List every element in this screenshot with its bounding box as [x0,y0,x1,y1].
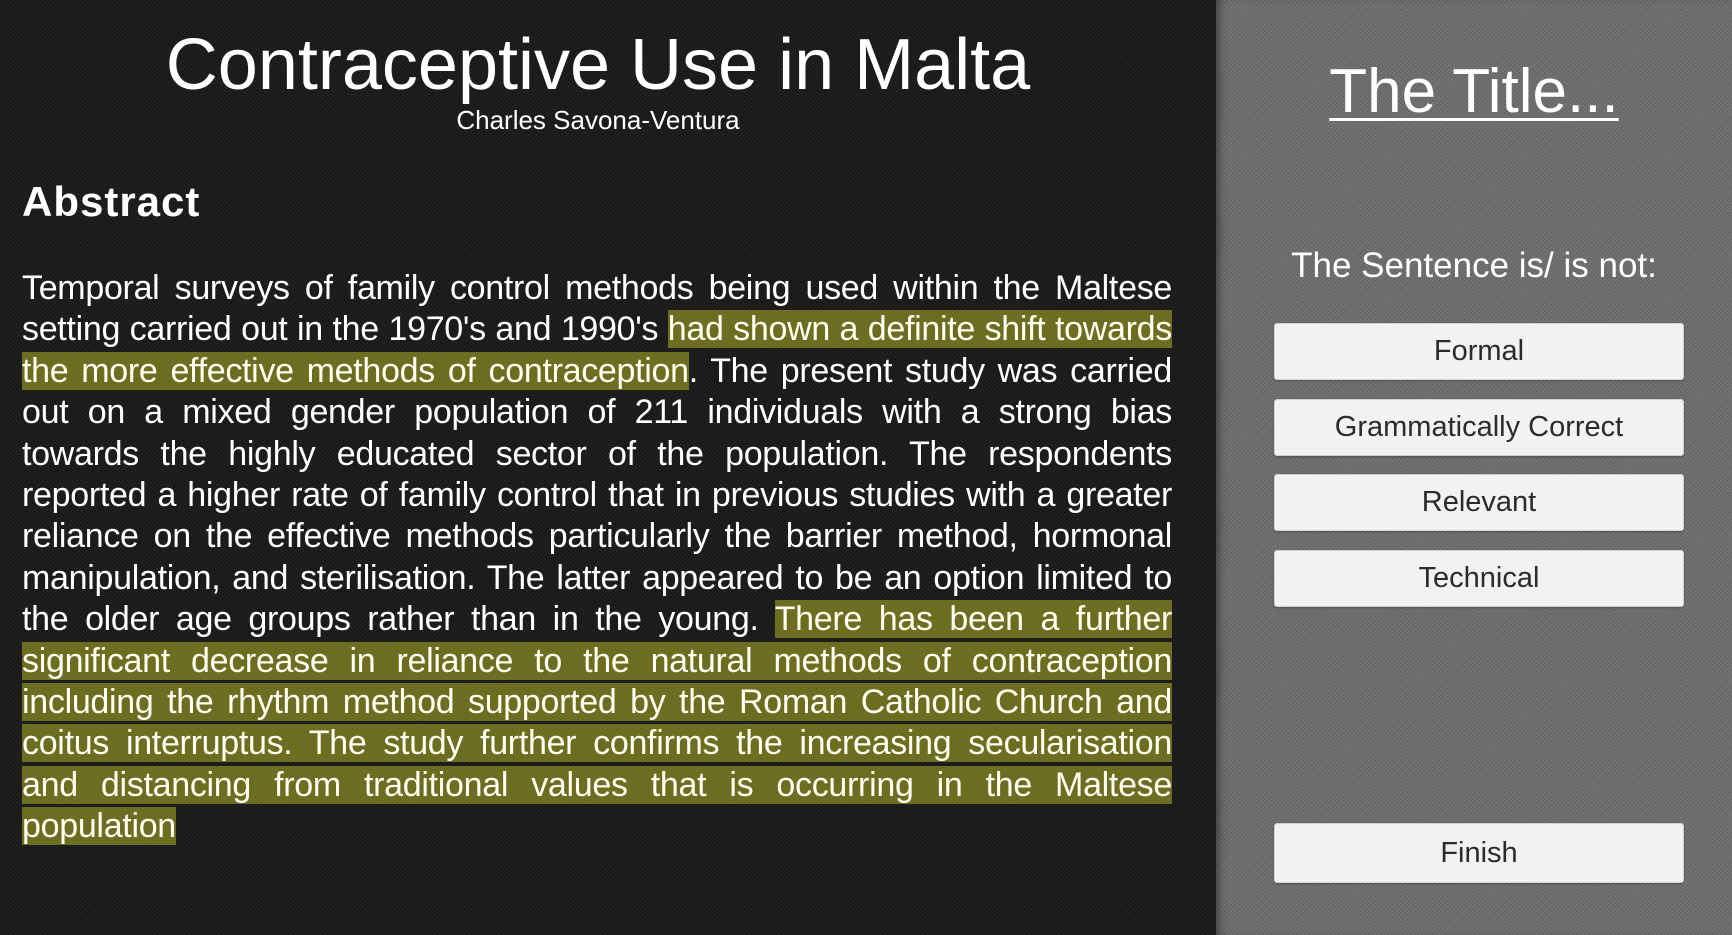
abstract-segment: . The present study was carried out on a… [22,351,1172,639]
formal-button[interactable]: Formal [1274,323,1684,380]
abstract-heading: Abstract [22,178,201,225]
technical-button[interactable]: Technical [1274,550,1684,607]
sentence-prompt: The Sentence is/ is not: [1291,246,1657,285]
relevant-button[interactable]: Relevant [1274,474,1684,531]
paper-author: Charles Savona-Ventura [456,105,740,135]
paper-panel: Contraceptive Use in Malta Charles Savon… [0,0,1216,935]
grammatically-correct-button[interactable]: Grammatically Correct [1274,399,1684,456]
paper-title: Contraceptive Use in Malta [165,25,1031,105]
abstract-text: Temporal surveys of family control metho… [22,268,1172,848]
evaluation-panel: The Title... The Sentence is/ is not: Fo… [1216,0,1732,935]
panel-title: The Title... [1329,57,1619,126]
finish-button[interactable]: Finish [1274,823,1684,883]
abstract-segment: Temporal surveys of family control metho… [22,269,1172,349]
